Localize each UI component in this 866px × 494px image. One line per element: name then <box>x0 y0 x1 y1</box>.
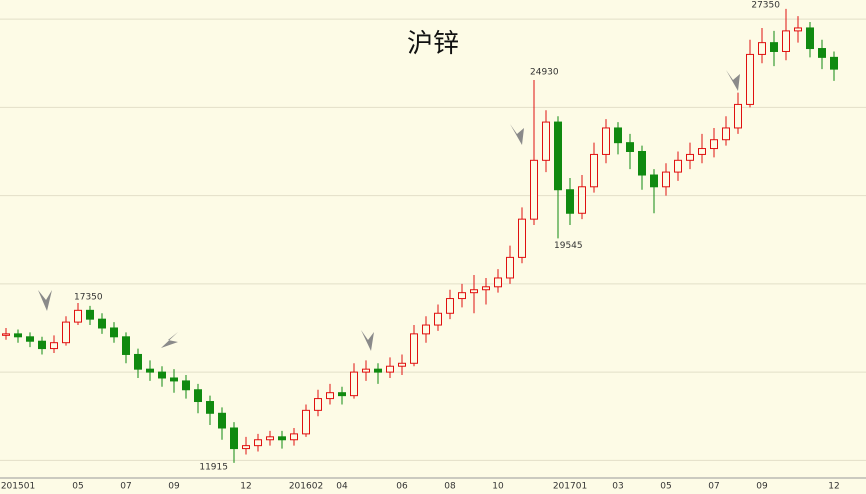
candle-body <box>614 127 622 144</box>
candle-body <box>50 342 58 350</box>
candle-body <box>170 377 178 382</box>
candle-body <box>818 48 826 58</box>
extreme-label: 24930 <box>530 68 559 78</box>
candle-body <box>446 298 454 314</box>
candle-body <box>794 27 802 32</box>
candle-body <box>758 42 766 55</box>
candle-body <box>314 398 322 411</box>
candle-body <box>602 127 610 155</box>
candle-body <box>398 362 406 367</box>
arrow <box>510 124 524 145</box>
candle-body <box>302 409 310 435</box>
candle-body <box>518 218 526 258</box>
candle-body <box>746 53 754 105</box>
candle-body <box>146 368 154 373</box>
candle-body <box>734 103 742 129</box>
candle-body <box>590 153 598 188</box>
candle-body <box>122 336 130 355</box>
candle-body <box>638 150 646 176</box>
extreme-label: 19545 <box>554 241 583 251</box>
candle-body <box>386 365 394 373</box>
candle-body <box>782 30 790 52</box>
candle-body <box>182 380 190 391</box>
x-tick-label: 06 <box>396 482 408 492</box>
extreme-label: 11915 <box>199 462 228 472</box>
extreme-label: 17350 <box>74 292 103 302</box>
candle-body <box>338 392 346 397</box>
candle-body <box>830 56 838 70</box>
candle-body <box>38 340 46 350</box>
candle-body <box>62 321 70 344</box>
x-tick-label: 09 <box>168 482 180 492</box>
x-tick-label: 09 <box>756 482 768 492</box>
candle-body <box>566 189 574 214</box>
candle-body <box>626 142 634 152</box>
candle-body <box>434 312 442 326</box>
candle-body <box>2 333 10 336</box>
x-tick-label: 07 <box>708 482 719 492</box>
candle-body <box>530 159 538 220</box>
candle-body <box>242 445 250 450</box>
candle-body <box>722 127 730 141</box>
candle-body <box>362 368 370 373</box>
candle-body <box>542 121 550 161</box>
x-tick-label: 04 <box>336 482 348 492</box>
arrow <box>38 290 52 311</box>
x-tick-label: 10 <box>492 482 504 492</box>
candle-body <box>650 174 658 188</box>
candle-body <box>230 427 238 450</box>
x-tick-label: 07 <box>120 482 131 492</box>
candle-body <box>554 121 562 191</box>
x-tick-label: 08 <box>444 482 456 492</box>
candle-body <box>254 439 262 447</box>
candle-body <box>26 336 34 342</box>
candle-body <box>14 333 22 338</box>
candle-body <box>458 292 466 300</box>
arrow <box>161 332 178 348</box>
candle-body <box>98 318 106 329</box>
candle-body <box>74 309 82 323</box>
candle-body <box>326 392 334 400</box>
candle-body <box>206 401 214 414</box>
chart-title: 沪锌 <box>407 29 459 59</box>
candle-body <box>470 289 478 294</box>
candle-body <box>770 42 778 52</box>
x-tick-label: 03 <box>612 482 623 492</box>
x-tick-label: 12 <box>828 482 839 492</box>
candle-body <box>218 412 226 429</box>
x-tick-label: 201501 <box>1 482 35 492</box>
arrow <box>361 330 374 351</box>
extreme-label: 27350 <box>751 0 780 10</box>
candle-body <box>350 371 358 397</box>
candle-body <box>482 286 490 291</box>
candle-body <box>686 153 694 161</box>
x-tick-label: 12 <box>240 482 251 492</box>
candle-body <box>494 277 502 288</box>
x-tick-label: 05 <box>72 482 83 492</box>
candle-body <box>374 368 382 373</box>
candle-body <box>422 324 430 335</box>
candle-body <box>674 159 682 173</box>
candle-body <box>806 27 814 50</box>
trend-arrows <box>38 70 740 351</box>
candle-body <box>110 327 118 338</box>
candle-body <box>506 256 514 279</box>
candle-body <box>86 309 94 320</box>
x-tick-label: 201701 <box>553 482 587 492</box>
candle-body <box>194 389 202 403</box>
candle-body <box>290 433 298 441</box>
candle-body <box>698 148 706 155</box>
candle-body <box>710 139 718 150</box>
arrow <box>726 70 740 91</box>
candle-body <box>662 171 670 188</box>
candle-body <box>134 353 142 370</box>
candle-body <box>158 371 166 379</box>
candle-body <box>278 436 286 441</box>
candle-body <box>266 436 274 441</box>
x-tick-label: 05 <box>660 482 671 492</box>
candle-body <box>410 333 418 364</box>
x-tick-label: 201602 <box>289 482 323 492</box>
candle-body <box>578 186 586 214</box>
